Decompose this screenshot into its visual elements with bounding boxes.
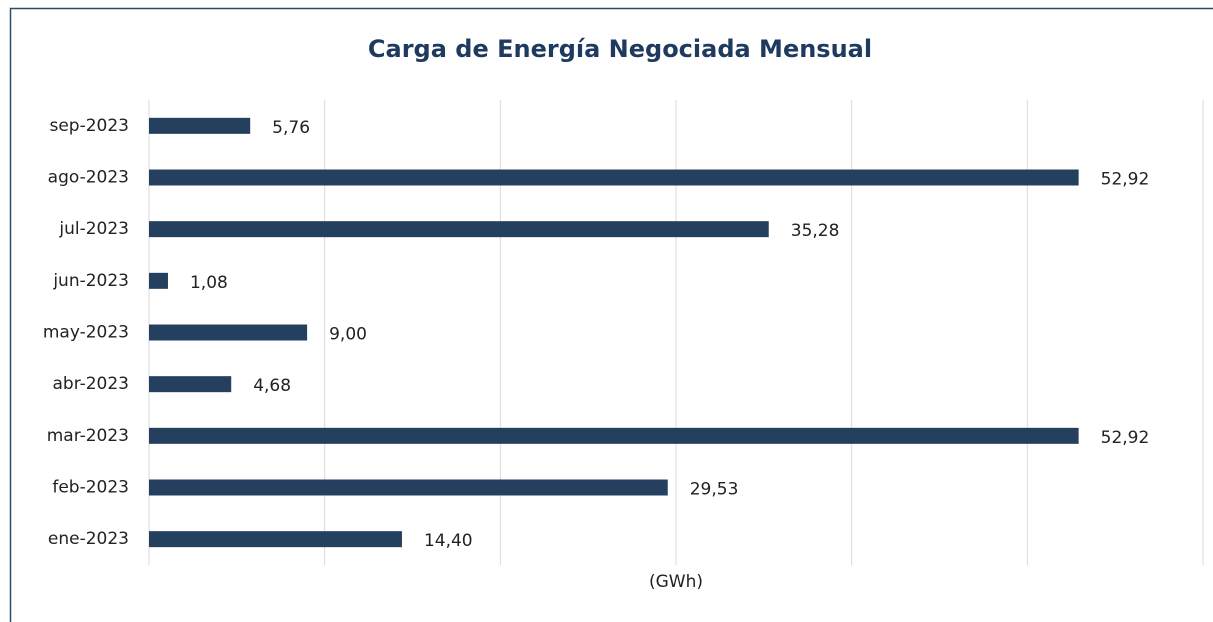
y-tick-label: ene-2023 xyxy=(48,529,129,549)
y-tick-label: ago-2023 xyxy=(48,168,129,188)
y-tick-label: may-2023 xyxy=(43,323,129,343)
data-label: 29,53 xyxy=(690,480,739,500)
data-label: 9,00 xyxy=(329,325,367,345)
y-tick-label: sep-2023 xyxy=(49,116,129,136)
bar xyxy=(149,531,402,548)
y-tick-label: feb-2023 xyxy=(52,478,129,498)
bar xyxy=(149,272,168,289)
bar xyxy=(149,117,251,134)
bar xyxy=(149,427,1079,444)
bar xyxy=(149,169,1079,186)
bar xyxy=(149,221,769,238)
bar xyxy=(149,479,668,496)
frame xyxy=(9,7,1213,622)
y-tick-label: jul-2023 xyxy=(58,219,129,239)
chart-title: Carga de Energía Negociada Mensual xyxy=(368,35,872,63)
data-label: 1,08 xyxy=(190,273,228,293)
data-label: 52,92 xyxy=(1101,170,1150,190)
y-tick-label: mar-2023 xyxy=(47,426,129,446)
y-tick-label: abr-2023 xyxy=(52,374,129,394)
y-tick-label: jun-2023 xyxy=(52,271,129,291)
bar xyxy=(149,324,308,341)
data-label: 52,92 xyxy=(1101,428,1150,448)
data-label: 14,40 xyxy=(424,531,473,551)
x-axis-title: (GWh) xyxy=(649,572,703,592)
bar xyxy=(149,376,232,393)
data-label: 35,28 xyxy=(791,221,840,241)
data-label: 4,68 xyxy=(253,376,291,396)
data-label: 5,76 xyxy=(272,118,310,138)
